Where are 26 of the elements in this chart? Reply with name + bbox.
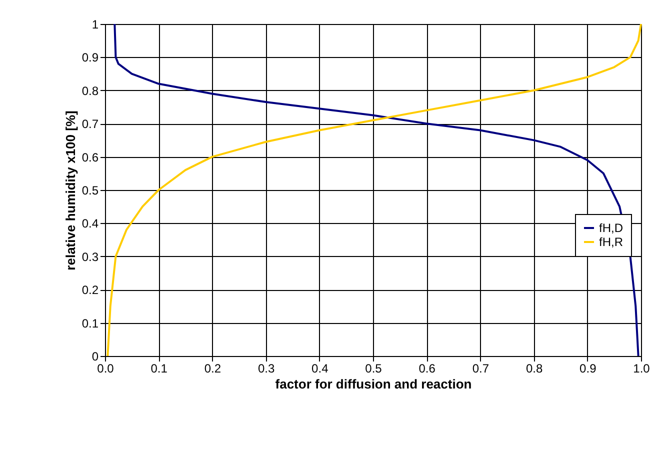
x-tick-label: 0.2	[204, 362, 222, 376]
x-tick-label: 0.6	[418, 362, 436, 376]
x-tick-label: 0.1	[150, 362, 168, 376]
y-axis-title: relative humidity x100 [%]	[62, 110, 78, 270]
x-tick-label: 0.3	[258, 362, 275, 376]
y-tick-label: 0.4	[82, 216, 99, 231]
y-tick-label: 0.9	[82, 50, 99, 65]
x-axis-title: factor for diffusion and reaction	[275, 376, 472, 392]
y-tick-label: 0.3	[82, 250, 99, 264]
y-tick-label: 0.5	[82, 184, 99, 198]
y-tick-label: 0.2	[82, 283, 99, 298]
y-tick-label: 0.6	[82, 150, 99, 164]
y-tick-label: 0	[92, 350, 99, 364]
y-tick-label: 1	[92, 18, 99, 32]
legend-label: fH,R	[599, 235, 624, 249]
x-tick-label: 0.8	[526, 362, 543, 376]
y-tick-label: 0.1	[82, 316, 99, 330]
legend-label: fH,D	[599, 221, 624, 235]
x-tick-label: 0.9	[580, 362, 597, 376]
y-tick-label: 0.7	[82, 117, 99, 132]
y-tick-label: 0.8	[82, 84, 99, 98]
x-tick-label: 0.0	[97, 362, 114, 376]
x-tick-label: 1.0	[633, 362, 650, 376]
x-tick-label: 0.5	[365, 362, 382, 376]
x-tick-label: 0.4	[312, 362, 329, 376]
x-tick-label: 0.7	[472, 362, 490, 376]
